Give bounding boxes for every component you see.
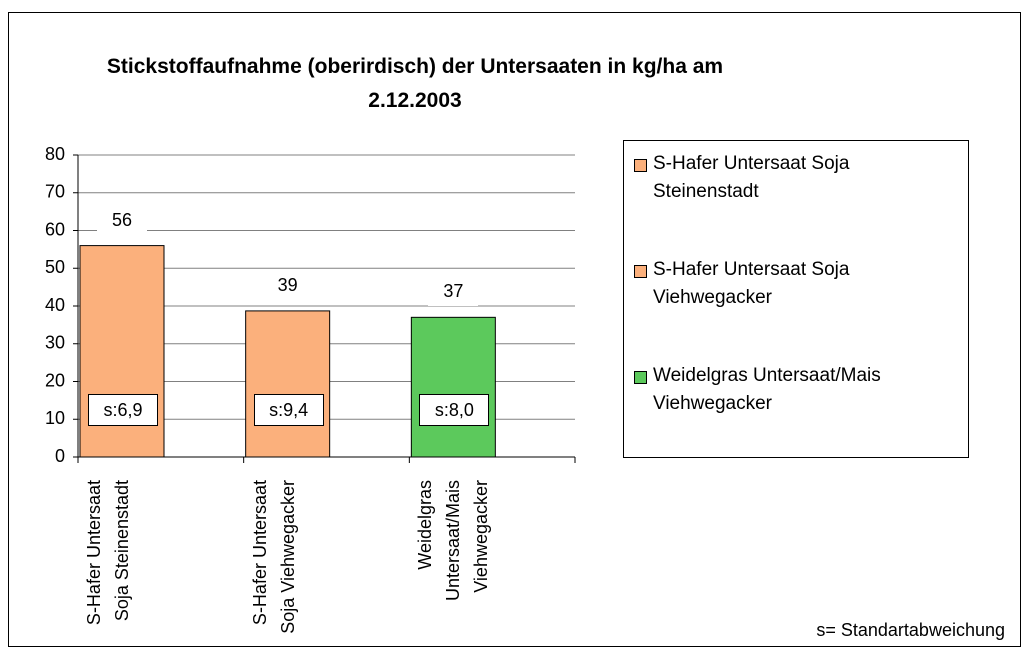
y-tick-label: 0 <box>55 446 65 466</box>
legend-label: S-Hafer Untersaat Soja Steinenstadt <box>653 153 850 202</box>
chart-border <box>8 12 1021 647</box>
bar <box>410 316 496 458</box>
chart-subtitle: 2.12.2003 <box>368 89 462 112</box>
legend-label: Weidelgras Untersaat/Mais Viehwegacker <box>653 365 881 414</box>
legend-box <box>623 140 969 458</box>
legend-swatch <box>634 371 647 384</box>
legend-swatch <box>634 159 647 172</box>
value-label: 37 <box>428 276 479 307</box>
y-tick-label: 20 <box>45 370 65 390</box>
sd-label: s:6,9 <box>88 394 158 426</box>
y-tick-label: 60 <box>45 219 65 239</box>
y-tick-label: 30 <box>45 333 65 353</box>
x-tick-label: Weidelgras Untersaat/Mais Viehwegacker <box>415 480 492 602</box>
sd-label: s:9,4 <box>253 394 324 426</box>
footnote: s= Standartabweichung <box>816 620 1005 640</box>
y-tick-label: 40 <box>45 295 65 315</box>
y-tick-label: 50 <box>45 257 65 277</box>
bar <box>245 310 331 458</box>
x-tick-label: S-Hafer Untersaat Soja Viehwegacker <box>249 480 298 634</box>
x-tick-label: S-Hafer Untersaat Soja Steinenstadt <box>84 480 132 626</box>
y-tick-label: 70 <box>45 182 65 202</box>
legend-label: S-Hafer Untersaat Soja Viehwegacker <box>653 259 850 308</box>
sd-label: s:8,0 <box>419 394 490 426</box>
y-tick-label: 80 <box>45 144 65 164</box>
y-tick-label: 10 <box>45 408 65 428</box>
chart-title: Stickstoffaufnahme (oberirdisch) der Unt… <box>106 55 724 78</box>
value-label: 56 <box>97 204 147 235</box>
legend-swatch <box>634 265 647 278</box>
value-label: 39 <box>262 269 313 300</box>
